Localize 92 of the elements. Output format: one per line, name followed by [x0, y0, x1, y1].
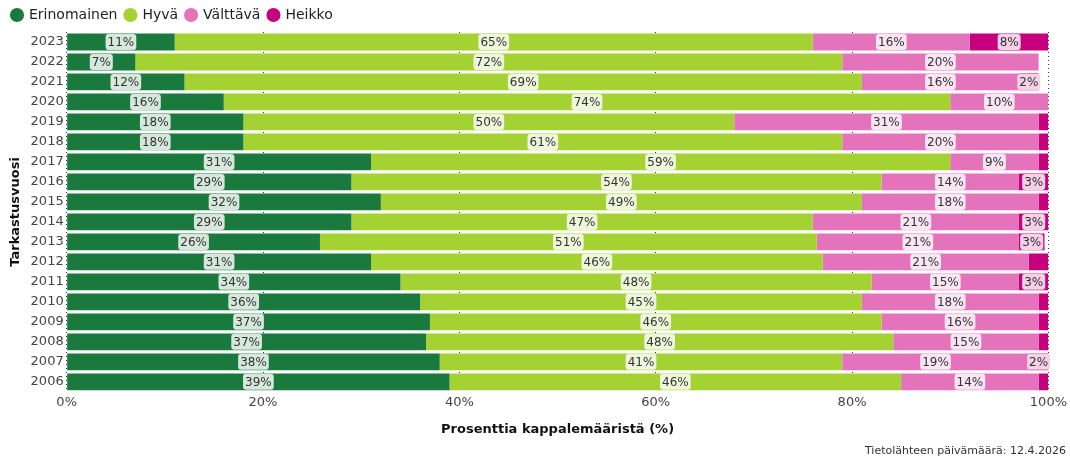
y-tick-label: 2014 [30, 213, 64, 229]
y-tick-label: 2015 [30, 193, 64, 209]
y-tick-label: 2011 [30, 273, 64, 289]
data-label: 65% [480, 35, 508, 50]
data-label: 46% [583, 255, 611, 269]
x-tick-label: 20% [248, 393, 278, 409]
data-label: 15% [932, 274, 959, 289]
data-label: 3% [1024, 215, 1044, 230]
y-tick-label: 2008 [30, 333, 64, 349]
data-label: 51% [555, 235, 582, 250]
data-label: 16% [132, 95, 159, 110]
y-tick-label: 2006 [30, 373, 64, 389]
data-label: 59% [647, 155, 674, 170]
data-label: 46% [642, 314, 670, 329]
data-label: 48% [646, 334, 673, 349]
x-tick-label: 0% [56, 393, 77, 409]
y-tick-label: 2023 [30, 33, 64, 49]
legend-label: Hyvä [142, 5, 179, 22]
data-label: 18% [936, 294, 964, 309]
data-label: 2% [1029, 354, 1049, 369]
data-label: 45% [627, 294, 655, 309]
data-label: 48% [622, 274, 650, 289]
data-label: 46% [662, 374, 689, 389]
y-tick-label: 2013 [30, 233, 64, 249]
data-label: 3% [1024, 274, 1044, 289]
x-tick-label: 100% [1029, 393, 1067, 409]
data-label: 12% [112, 75, 140, 90]
data-label: 15% [952, 334, 980, 349]
data-label: 34% [220, 274, 248, 289]
data-label: 14% [936, 175, 964, 190]
data-label: 26% [180, 235, 207, 250]
x-tick-label: 80% [837, 393, 867, 409]
y-tick-label: 2021 [30, 73, 64, 89]
data-label: 37% [235, 314, 262, 329]
y-tick-label: 2009 [30, 313, 64, 329]
data-label: 41% [627, 354, 655, 369]
y-tick-label: 2018 [30, 133, 64, 149]
data-label: 39% [245, 374, 272, 389]
data-label: 11% [107, 35, 135, 50]
data-label: 69% [509, 75, 537, 90]
y-tick-label: 2019 [30, 113, 64, 129]
y-tick-label: 2020 [30, 93, 64, 109]
y-tick-label: 2010 [30, 293, 64, 309]
data-label: 47% [568, 215, 596, 230]
legend-label: Välttävä [203, 5, 261, 22]
y-tick-label: 2022 [30, 53, 64, 69]
legend-label: Erinomainen [29, 5, 118, 22]
data-label: 16% [927, 75, 954, 90]
data-label: 31% [205, 155, 233, 170]
data-label: 32% [210, 195, 238, 210]
data-label: 3% [1024, 175, 1044, 190]
data-label: 21% [904, 235, 932, 250]
y-tick-label: 2012 [30, 253, 64, 269]
data-label: 21% [912, 255, 940, 269]
data-label: 18% [141, 135, 169, 150]
y-axis-title: Tarkastusvuosi [7, 157, 23, 267]
data-label: 29% [195, 215, 223, 230]
data-label: 29% [195, 175, 223, 190]
data-label: 20% [927, 55, 954, 70]
data-label: 8% [999, 35, 1019, 50]
data-label: 38% [240, 354, 267, 369]
y-tick-label: 2017 [30, 153, 64, 169]
data-label: 19% [922, 354, 949, 369]
data-label: 14% [956, 374, 984, 389]
data-label: 18% [936, 195, 964, 210]
data-label: 31% [205, 255, 233, 269]
x-axis-title: Prosenttia kappalemääristä (%) [441, 420, 675, 436]
data-label: 49% [608, 195, 635, 210]
data-label: 18% [141, 115, 169, 130]
y-tick-label: 2016 [30, 173, 64, 189]
data-label: 16% [878, 35, 905, 50]
data-label: 61% [529, 135, 557, 150]
y-tick-label: 2007 [30, 353, 64, 369]
data-label: 36% [230, 294, 257, 309]
data-label: 37% [233, 334, 260, 349]
data-label: 72% [475, 55, 503, 70]
legend-label: Heikko [285, 5, 333, 22]
data-label: 54% [603, 175, 630, 190]
data-label: 31% [873, 115, 900, 130]
data-label: 10% [985, 95, 1013, 110]
data-label: 16% [946, 314, 974, 329]
data-label: 74% [573, 95, 601, 110]
data-label: 50% [475, 115, 503, 130]
data-label: 7% [91, 55, 111, 70]
data-label: 3% [1022, 235, 1042, 250]
x-tick-label: 60% [641, 393, 671, 409]
text: Tietolähteen päivämäärä: 12.4.2026 [863, 443, 1066, 457]
data-label: 20% [927, 135, 954, 150]
data-label: 2% [1019, 75, 1039, 90]
x-tick-label: 40% [444, 393, 474, 409]
data-label: 21% [902, 215, 930, 230]
data-label: 9% [984, 155, 1004, 170]
